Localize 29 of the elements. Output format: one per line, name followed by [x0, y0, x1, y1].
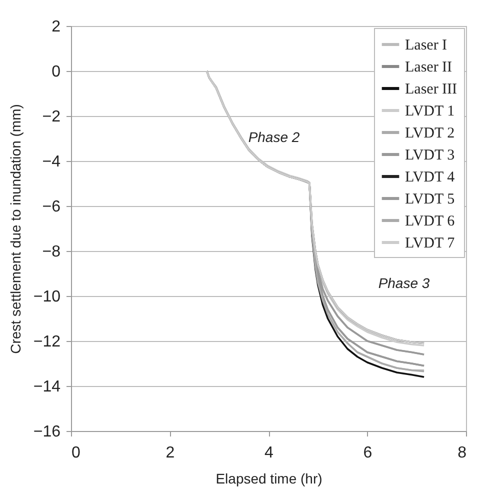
y-tick-label: 2 [52, 18, 61, 36]
y-tick-label: −8 [42, 244, 61, 260]
y-tick-label: −16 [33, 424, 61, 440]
legend-label: LVDT 4 [405, 170, 456, 186]
y-tick-label: −6 [42, 198, 61, 216]
x-tick-label: 4 [264, 444, 274, 462]
y-tick-label: −4 [42, 154, 61, 170]
y-axis-title: Crest settlement due to inundation (mm) [7, 104, 24, 354]
legend-label: LVDT 5 [405, 192, 455, 208]
x-tick-label: 0 [72, 444, 80, 462]
y-tick-label: −12 [33, 334, 61, 350]
legend-label: Laser II [405, 60, 452, 76]
annotation: Phase 3 [378, 275, 430, 291]
y-tick-label: −14 [33, 378, 61, 396]
y-tick-label: 0 [52, 64, 61, 80]
legend-label: Laser III [405, 82, 458, 98]
x-tick-label: 8 [458, 444, 467, 462]
legend-label: Laser I [405, 38, 448, 54]
legend-label: LVDT 2 [405, 126, 455, 142]
legend-label: LVDT 6 [405, 214, 456, 230]
annotation: Phase 2 [248, 129, 300, 145]
legend-label: LVDT 1 [405, 104, 455, 120]
x-tick-label: 6 [363, 444, 372, 462]
x-axis-title: Elapsed time (hr) [216, 470, 322, 486]
x-tick-label: 2 [166, 444, 175, 462]
y-tick-label: −10 [33, 288, 61, 306]
y-tick-label: −2 [42, 108, 61, 126]
legend-label: LVDT 7 [405, 236, 456, 252]
legend-label: LVDT 3 [405, 148, 455, 164]
